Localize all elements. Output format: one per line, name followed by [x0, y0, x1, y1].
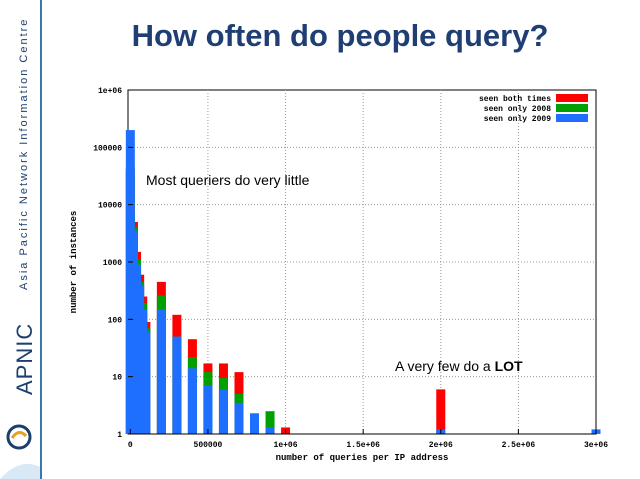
sidebar: Asia Pacific Network Information Centre … [0, 0, 42, 479]
corner-swoosh [0, 463, 40, 479]
x-tick-label: 2.5e+06 [502, 441, 536, 450]
legend-label: seen only 2009 [484, 115, 551, 124]
x-tick-label: 1e+06 [274, 441, 298, 450]
legend-swatch [556, 114, 588, 122]
bar [218, 389, 228, 434]
x-ticks: 0 500000 1e+06 1.5e+06 2e+06 2.5e+06 3e+06 [128, 429, 608, 450]
org-name: Asia Pacific Network Information Centre [18, 17, 30, 290]
x-axis-label: number of queries per IP address [276, 453, 449, 463]
brand-name: APNIC [12, 322, 37, 395]
grid [128, 90, 596, 434]
y-tick-label: 10000 [98, 202, 122, 211]
bar [203, 385, 213, 434]
bar [172, 336, 182, 434]
slide-title: How often do people query? [131, 18, 549, 53]
bars [125, 130, 601, 435]
bar [265, 411, 275, 434]
annotation-bottom: A very few do a LOT [395, 358, 523, 374]
bar [187, 368, 197, 434]
bar [156, 309, 166, 434]
x-tick-label: 3e+06 [584, 441, 608, 450]
y-tick-label: 1e+06 [98, 87, 122, 96]
y-tick-label: 1 [117, 431, 122, 440]
annotation-top: Most queriers do very little [146, 172, 310, 188]
apnic-logo-icon [6, 424, 32, 450]
x-tick-label: 1.5e+06 [346, 441, 380, 450]
bar [234, 402, 244, 434]
bar [250, 413, 260, 434]
bar [141, 332, 151, 434]
x-tick-label: 0 [128, 441, 133, 450]
y-tick-label: 100000 [93, 144, 122, 153]
y-ticks: 1 10 100 1000 10000 100000 1e+06 [93, 87, 133, 440]
legend-label: seen both times [479, 95, 551, 104]
annotation-bottom-text: A very few do a [395, 358, 495, 374]
legend-swatch [556, 104, 588, 112]
bar [436, 389, 446, 434]
x-tick-label: 500000 [194, 441, 223, 450]
legend-label: seen only 2008 [484, 105, 551, 114]
y-tick-label: 10 [112, 374, 122, 383]
annotation-bottom-emphasis: LOT [494, 358, 523, 374]
y-tick-label: 1000 [103, 259, 122, 268]
y-axis-label: number of instances [69, 211, 79, 314]
x-tick-label: 2e+06 [429, 441, 453, 450]
bar [265, 427, 275, 434]
legend-swatch [556, 94, 588, 102]
y-tick-label: 100 [108, 316, 123, 325]
